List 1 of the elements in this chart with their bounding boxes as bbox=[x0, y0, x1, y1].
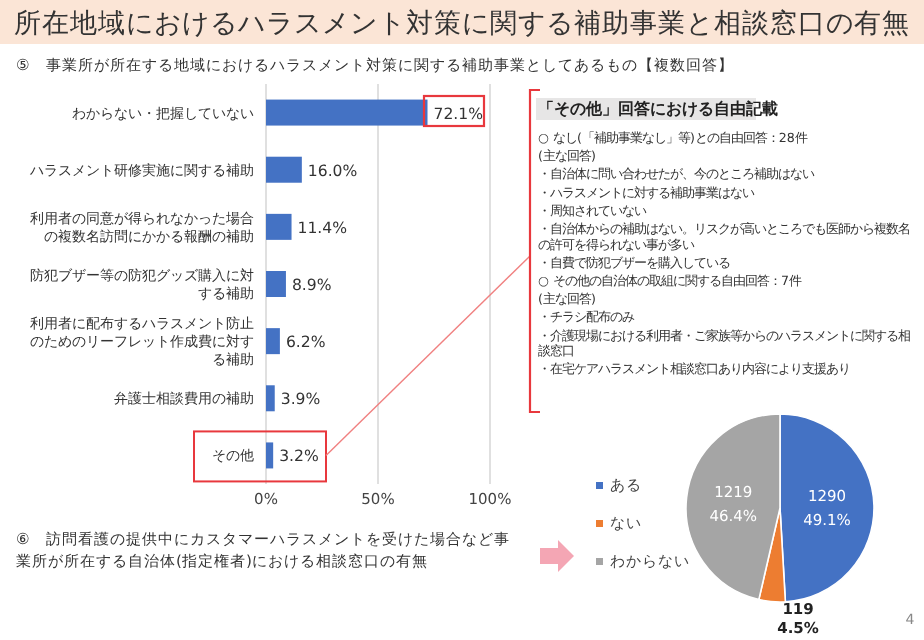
chart-title: 所在地域におけるハラスメント対策に関する補助事業と相談窓口の有無 bbox=[14, 8, 910, 40]
